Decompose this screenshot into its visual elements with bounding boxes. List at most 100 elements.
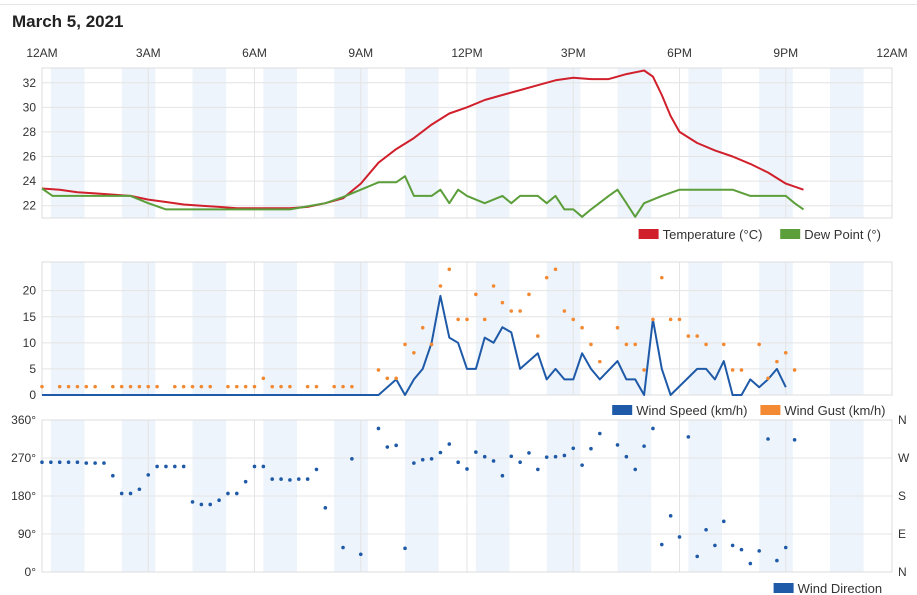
- data-point: [40, 384, 44, 389]
- legend-label: Wind Gust (km/h): [784, 403, 885, 418]
- data-point: [633, 342, 638, 347]
- data-point: [474, 292, 478, 297]
- data-point: [721, 519, 726, 524]
- data-point: [181, 464, 186, 469]
- data-point: [518, 309, 522, 313]
- background-band: [263, 68, 297, 218]
- data-point: [305, 477, 310, 481]
- data-point: [783, 545, 788, 550]
- data-point: [775, 359, 779, 364]
- background-band: [121, 68, 156, 218]
- y-axis-labels: 22 24 26 28 30 32 0 5 10 15 20 0° N 90° E 180° S 270° W 360…: [11, 76, 910, 579]
- data-point: [624, 342, 629, 347]
- x-tick-label: 9PM: [773, 46, 798, 60]
- data-point: [119, 491, 124, 496]
- data-point: [164, 464, 168, 469]
- legend-swatch: [760, 405, 781, 415]
- legend-label: Temperature (°C): [663, 227, 763, 242]
- data-point: [456, 317, 460, 322]
- data-point: [49, 460, 53, 465]
- data-point: [376, 426, 381, 431]
- data-point: [589, 342, 593, 347]
- background-band: [759, 262, 793, 395]
- compass-tick-label: N: [898, 413, 907, 427]
- data-point: [252, 464, 257, 469]
- data-point: [438, 284, 443, 288]
- data-point: [226, 491, 230, 496]
- x-tick-label: 3PM: [561, 46, 586, 60]
- data-point: [323, 506, 328, 510]
- legend-swatch: [773, 583, 794, 593]
- data-point: [730, 543, 735, 548]
- data-point: [75, 384, 80, 389]
- x-tick-label: 9AM: [348, 46, 373, 60]
- x-axis-labels: 12AM 3AM 6AM 9AM 12PM 3PM 6PM 9PM 12AM: [26, 46, 907, 60]
- compass-tick-label: W: [898, 451, 910, 465]
- data-point: [314, 467, 319, 472]
- background-band: [830, 262, 864, 395]
- compass-tick-label: E: [898, 527, 906, 541]
- data-point: [190, 500, 195, 504]
- data-point: [314, 384, 319, 389]
- data-point: [518, 460, 522, 465]
- data-point: [553, 454, 558, 459]
- data-point: [571, 446, 576, 451]
- background-band: [263, 262, 297, 395]
- legend-label: Wind Direction: [798, 581, 883, 595]
- data-point: [420, 325, 425, 330]
- x-tick-label: 6AM: [242, 46, 267, 60]
- data-point: [119, 384, 124, 389]
- data-point: [243, 479, 248, 484]
- data-point: [598, 359, 602, 364]
- y-tick-label: 180°: [11, 489, 36, 503]
- series-layer: [40, 69, 805, 566]
- compass-tick-label: S: [898, 489, 906, 503]
- data-point: [465, 317, 469, 322]
- background-band: [192, 262, 227, 395]
- data-point: [199, 384, 204, 389]
- data-point: [102, 461, 106, 465]
- data-point: [668, 317, 673, 322]
- data-point: [668, 514, 673, 518]
- data-point: [553, 267, 558, 272]
- data-point: [279, 384, 283, 389]
- data-point: [270, 477, 275, 481]
- background-band: [334, 262, 368, 395]
- data-point: [527, 292, 531, 297]
- data-point: [270, 384, 275, 389]
- page-title: March 5, 2021: [12, 12, 124, 31]
- data-point: [429, 342, 434, 347]
- data-point: [447, 267, 452, 272]
- data-point: [580, 463, 584, 467]
- y-tick-label: 20: [23, 284, 37, 298]
- background-band: [759, 68, 793, 218]
- data-point: [66, 384, 71, 389]
- background-band: [688, 68, 722, 218]
- data-point: [438, 450, 443, 455]
- x-tick-label: 3AM: [136, 46, 161, 60]
- data-point: [447, 442, 452, 446]
- data-point: [775, 558, 779, 563]
- data-point: [792, 438, 797, 442]
- compass-tick-label: N: [898, 565, 907, 579]
- data-point: [704, 527, 708, 532]
- background-band: [546, 68, 581, 218]
- data-point: [633, 467, 638, 472]
- data-point: [57, 460, 62, 465]
- data-point: [739, 547, 744, 552]
- data-point: [412, 350, 416, 355]
- data-point: [385, 376, 390, 381]
- y-tick-label: 15: [23, 310, 37, 324]
- data-point: [491, 284, 496, 288]
- x-tick-label: 6PM: [667, 46, 692, 60]
- top-rule: [0, 4, 917, 5]
- data-point: [217, 498, 221, 503]
- data-point: [739, 368, 744, 372]
- data-point: [66, 460, 71, 465]
- background-band: [50, 262, 85, 395]
- data-point: [234, 384, 239, 389]
- data-point: [482, 454, 487, 459]
- data-point: [536, 334, 540, 338]
- data-point: [181, 384, 186, 389]
- data-point: [385, 445, 390, 449]
